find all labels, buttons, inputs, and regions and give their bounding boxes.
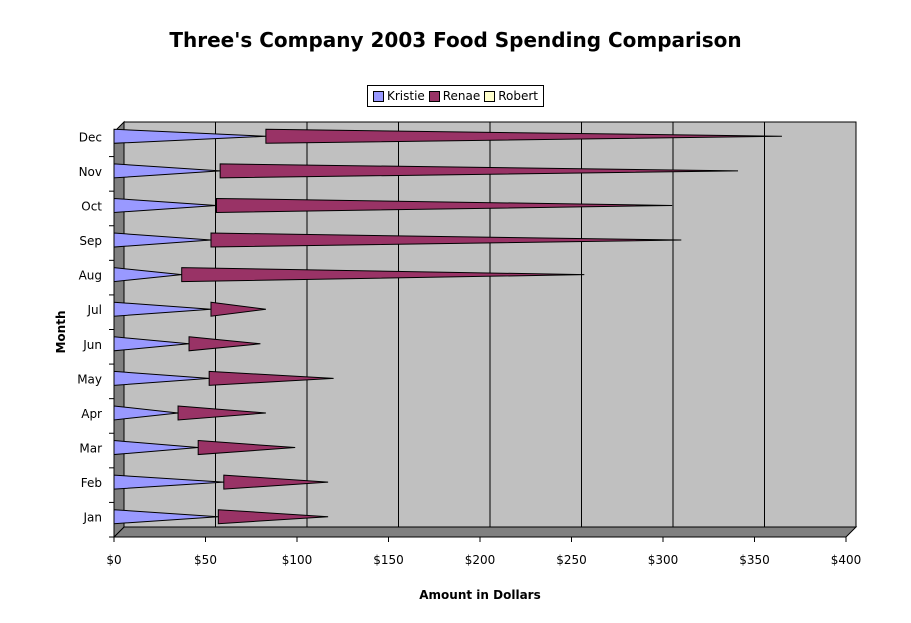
x-tick-label: $150 bbox=[373, 553, 404, 567]
bar-kristie-jun bbox=[113, 336, 190, 352]
bar-renae-apr bbox=[177, 405, 266, 421]
y-axis-label: Month bbox=[54, 310, 68, 354]
bar-renae-nov bbox=[219, 163, 739, 179]
y-tick-label: Dec bbox=[79, 130, 102, 144]
x-tick-label: $300 bbox=[648, 553, 679, 567]
y-tick-label: Oct bbox=[81, 199, 102, 213]
y-tick-label: Feb bbox=[81, 476, 102, 490]
legend-item-kristie: Kristie bbox=[372, 89, 425, 103]
bar-kristie-nov bbox=[113, 163, 221, 179]
bar-kristie-dec bbox=[113, 128, 266, 144]
legend-label-robert: Robert bbox=[498, 89, 538, 103]
bar-renae-oct bbox=[215, 197, 673, 213]
x-tick-label: $100 bbox=[282, 553, 313, 567]
bar-renae-mar bbox=[197, 440, 296, 456]
x-tick-label: $50 bbox=[194, 553, 217, 567]
x-tick-label: $350 bbox=[739, 553, 770, 567]
bar-kristie-oct bbox=[113, 197, 217, 213]
y-tick-label: Jan bbox=[83, 511, 103, 525]
y-tick-label: Apr bbox=[81, 407, 102, 421]
bar-renae-jul bbox=[210, 301, 266, 317]
legend-item-renae: Renae bbox=[428, 89, 481, 103]
y-tick-label: Jun bbox=[82, 338, 102, 352]
legend-item-robert: Robert bbox=[484, 89, 538, 103]
bar-kristie-aug bbox=[113, 267, 182, 283]
bar-renae-aug bbox=[181, 267, 585, 283]
y-tick-label: Mar bbox=[79, 442, 102, 456]
legend-label-renae: Renae bbox=[442, 89, 481, 103]
x-tick-label: $250 bbox=[556, 553, 587, 567]
y-tick-label: Jul bbox=[87, 303, 102, 317]
x-tick-label: $400 bbox=[831, 553, 862, 567]
bar-renae-jun bbox=[188, 336, 261, 352]
y-tick-label: May bbox=[77, 372, 102, 386]
x-axis-label: Amount in Dollars bbox=[419, 588, 541, 602]
legend: Kristie Renae Robert bbox=[367, 85, 544, 107]
y-tick-label: Nov bbox=[79, 165, 102, 179]
bar-kristie-mar bbox=[113, 439, 199, 456]
bar-renae-feb bbox=[223, 474, 329, 490]
bar-renae-dec bbox=[265, 128, 782, 144]
bar-kristie-jul bbox=[113, 301, 212, 317]
bar-renae-sep bbox=[210, 232, 682, 248]
bar-kristie-jan bbox=[113, 509, 219, 525]
bar-kristie-may bbox=[113, 370, 210, 386]
chart-title: Three's Company 2003 Food Spending Compa… bbox=[169, 28, 742, 52]
bar-kristie-feb bbox=[113, 474, 224, 490]
x-tick-label: $200 bbox=[465, 553, 496, 567]
legend-swatch-kristie bbox=[372, 90, 384, 102]
legend-swatch-renae bbox=[428, 90, 440, 102]
plot-floor bbox=[112, 526, 858, 538]
y-tick-label: Aug bbox=[79, 269, 102, 283]
bar-renae-jan bbox=[217, 509, 329, 525]
bar-renae-may bbox=[208, 370, 334, 386]
y-tick-label: Sep bbox=[79, 234, 102, 248]
legend-swatch-robert bbox=[484, 90, 496, 102]
legend-label-kristie: Kristie bbox=[386, 89, 425, 103]
x-tick-label: $0 bbox=[106, 553, 121, 567]
bar-kristie-apr bbox=[113, 405, 179, 421]
bar-kristie-sep bbox=[113, 232, 212, 248]
